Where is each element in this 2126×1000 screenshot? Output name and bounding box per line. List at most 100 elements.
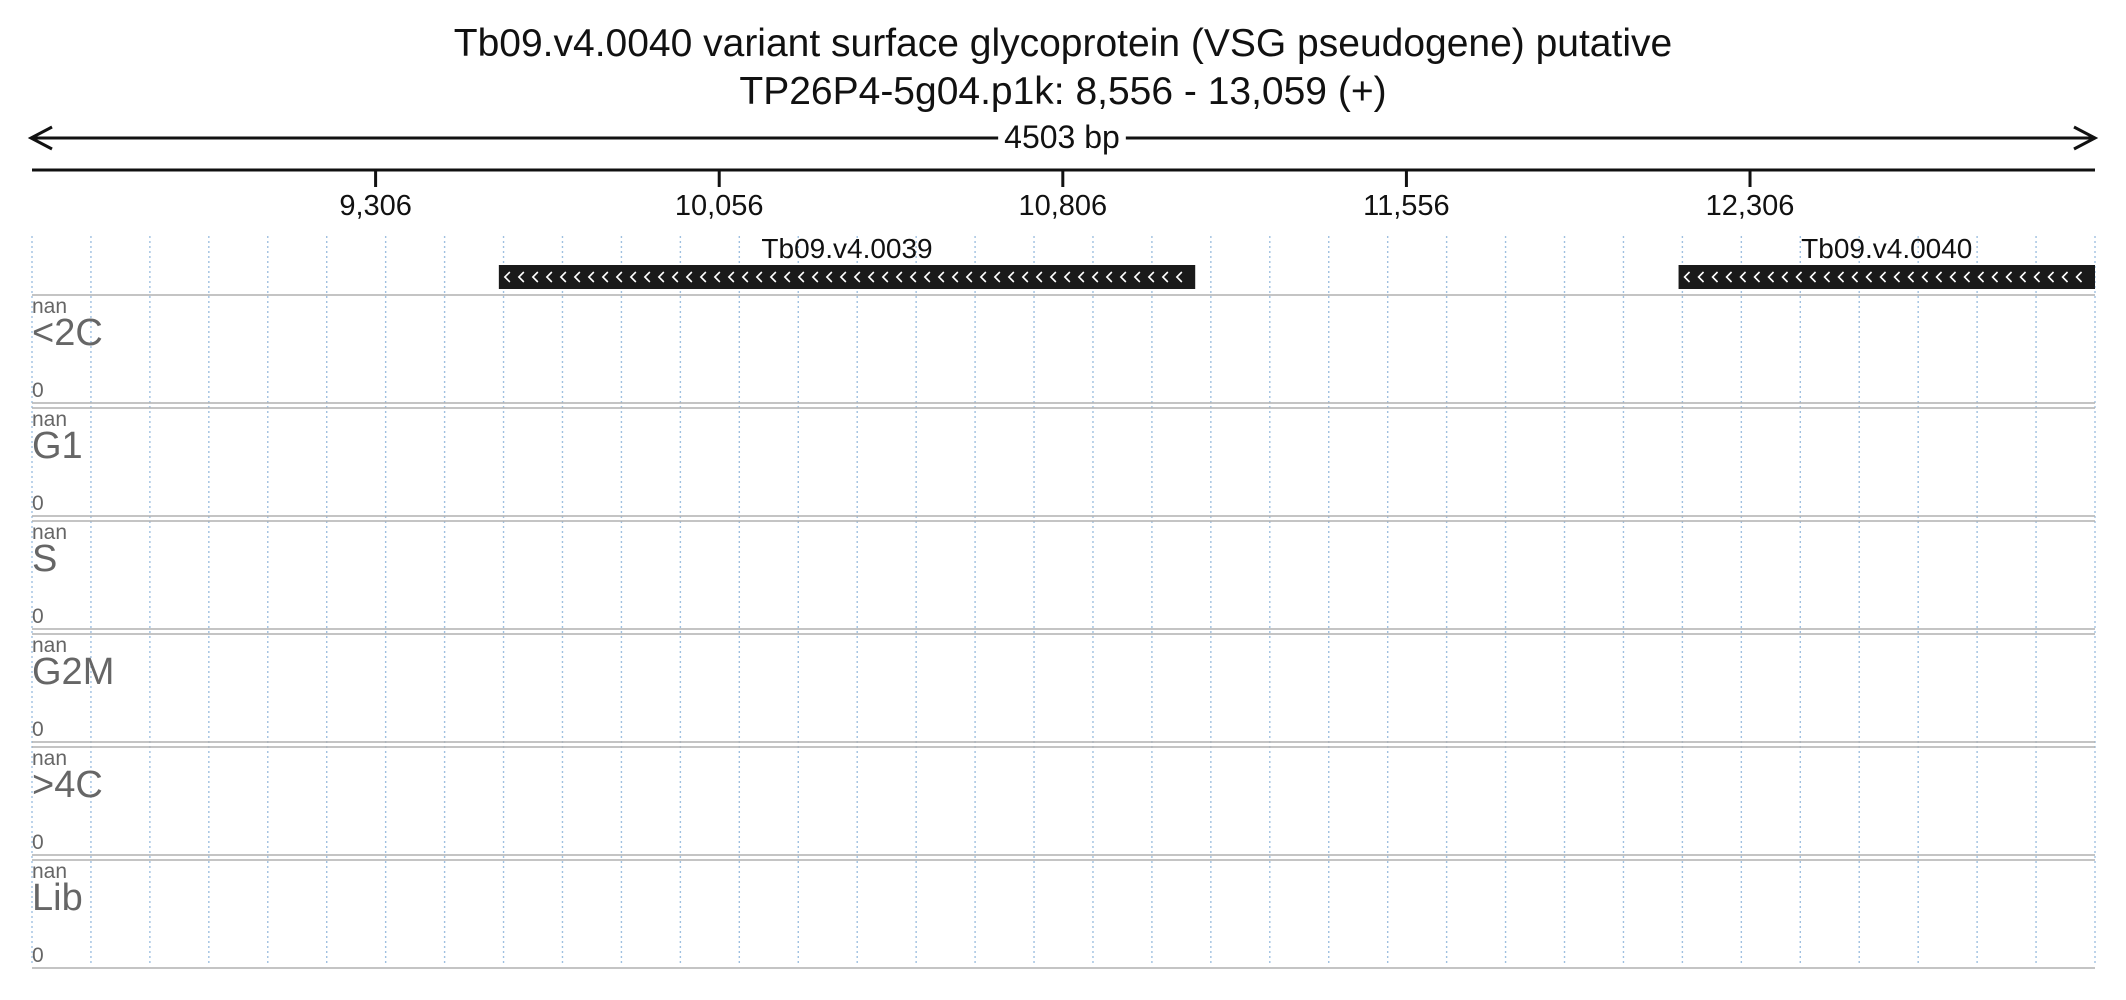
- strand-chevron-icon: [1781, 271, 1789, 283]
- strand-chevron-icon: [1007, 271, 1015, 283]
- track-min-label: 0: [32, 831, 44, 854]
- track-name-label: <2C: [32, 312, 103, 354]
- strand-chevron-icon: [517, 271, 525, 283]
- strand-chevron-icon: [1119, 271, 1127, 283]
- strand-chevron-icon: [727, 271, 735, 283]
- strand-chevron-icon: [1725, 271, 1733, 283]
- strand-chevron-icon: [853, 271, 861, 283]
- strand-chevron-icon: [1851, 271, 1859, 283]
- strand-chevron-icon: [895, 271, 903, 283]
- strand-chevron-icon: [1753, 271, 1761, 283]
- ruler-tick-label: 12,306: [1706, 190, 1795, 222]
- strand-chevron-icon: [1963, 271, 1971, 283]
- track-min-label: 0: [32, 718, 44, 741]
- strand-chevron-icon: [671, 271, 679, 283]
- strand-chevron-icon: [1161, 271, 1169, 283]
- track-max-label: nan: [32, 747, 67, 770]
- track-0: nan<2C 0: [32, 294, 2095, 404]
- strand-chevron-icon: [1133, 271, 1141, 283]
- strand-chevron-icon: [937, 271, 945, 283]
- gene-feature[interactable]: Tb09.v4.0039: [498, 233, 1196, 289]
- gene-track: Tb09.v4.0039 Tb09.v4.0040: [498, 233, 2095, 289]
- strand-chevron-icon: [797, 271, 805, 283]
- strand-chevron-icon: [1697, 271, 1705, 283]
- ruler-tick-label: 10,806: [1018, 190, 1107, 222]
- strand-chevron-icon: [825, 271, 833, 283]
- strand-chevron-icon: [993, 271, 1001, 283]
- strand-chevron-icon: [1977, 271, 1985, 283]
- strand-chevron-icon: [923, 271, 931, 283]
- strand-chevron-icon: [559, 271, 567, 283]
- track-name-label: Lib: [32, 877, 83, 919]
- strand-chevron-icon: [1683, 271, 1691, 283]
- strand-chevron-icon: [1823, 271, 1831, 283]
- strand-chevron-icon: [755, 271, 763, 283]
- track-min-label: 0: [32, 944, 44, 967]
- feature-title: Tb09.v4.0040 variant surface glycoprotei…: [453, 22, 1673, 65]
- arrow-left-head-icon: [27, 125, 53, 151]
- track-max-label: nan: [32, 634, 67, 657]
- strand-chevron-icon: [2047, 271, 2055, 283]
- strand-chevron-icon: [811, 271, 819, 283]
- strand-chevron-icon: [587, 271, 595, 283]
- track-min-label: 0: [32, 492, 44, 515]
- strand-chevron-icon: [713, 271, 721, 283]
- strand-chevron-icon: [1907, 271, 1915, 283]
- strand-chevron-icon: [979, 271, 987, 283]
- strand-chevron-icon: [951, 271, 959, 283]
- strand-chevron-icon: [1147, 271, 1155, 283]
- strand-chevron-icon: [1837, 271, 1845, 283]
- track-max-label: nan: [32, 860, 67, 883]
- strand-chevron-icon: [1739, 271, 1747, 283]
- strand-chevron-icon: [1935, 271, 1943, 283]
- arrow-right-head-icon: [2073, 125, 2099, 151]
- strand-chevron-icon: [769, 271, 777, 283]
- strand-chevron-icon: [783, 271, 791, 283]
- strand-chevron-icon: [1795, 271, 1803, 283]
- track-max-label: nan: [32, 295, 67, 318]
- track-4: nan>4C 0: [32, 746, 2095, 856]
- strand-chevron-icon: [657, 271, 665, 283]
- strand-chevron-icon: [2005, 271, 2013, 283]
- strand-chevron-icon: [881, 271, 889, 283]
- strand-chevron-icon: [531, 271, 539, 283]
- track-name-label: S: [32, 538, 57, 580]
- strand-chevron-icon: [1809, 271, 1817, 283]
- strand-chevron-icon: [1063, 271, 1071, 283]
- location-subtitle: TP26P4-5g04.p1k: 8,556 - 13,059 (+): [739, 70, 1387, 113]
- strand-chevron-icon: [965, 271, 973, 283]
- strand-chevron-icon: [1767, 271, 1775, 283]
- strand-chevron-icon: [545, 271, 553, 283]
- strand-chevron-icon: [643, 271, 651, 283]
- strand-chevron-icon: [629, 271, 637, 283]
- track-name-label: G2M: [32, 651, 114, 693]
- strand-chevron-icon: [601, 271, 609, 283]
- gene-feature[interactable]: Tb09.v4.0040: [1678, 233, 2095, 289]
- ruler-tick-label: 9,306: [339, 190, 412, 222]
- strand-chevron-icon: [1865, 271, 1873, 283]
- strand-chevron-icon: [503, 271, 511, 283]
- track-name-label: >4C: [32, 764, 103, 806]
- strand-chevron-icon: [573, 271, 581, 283]
- strand-chevron-icon: [699, 271, 707, 283]
- track-name-label: G1: [32, 425, 83, 467]
- strand-chevron-icon: [615, 271, 623, 283]
- strand-chevron-icon: [2061, 271, 2069, 283]
- strand-chevron-icon: [2019, 271, 2027, 283]
- strand-chevron-icon: [2033, 271, 2041, 283]
- ruler-tick-label: 10,056: [675, 190, 764, 222]
- position-ruler: 9,306 10,056 10,806 11,556 12,306: [32, 168, 2095, 222]
- track-min-label: 0: [32, 379, 44, 402]
- grid-lines: [31, 236, 2096, 963]
- gene-bar[interactable]: [1678, 265, 2095, 289]
- track-max-label: nan: [32, 408, 67, 431]
- strand-chevron-icon: [1921, 271, 1929, 283]
- gene-label: Tb09.v4.0039: [761, 233, 932, 264]
- strand-chevron-icon: [839, 271, 847, 283]
- span-length-label: 4503 bp: [1004, 119, 1120, 155]
